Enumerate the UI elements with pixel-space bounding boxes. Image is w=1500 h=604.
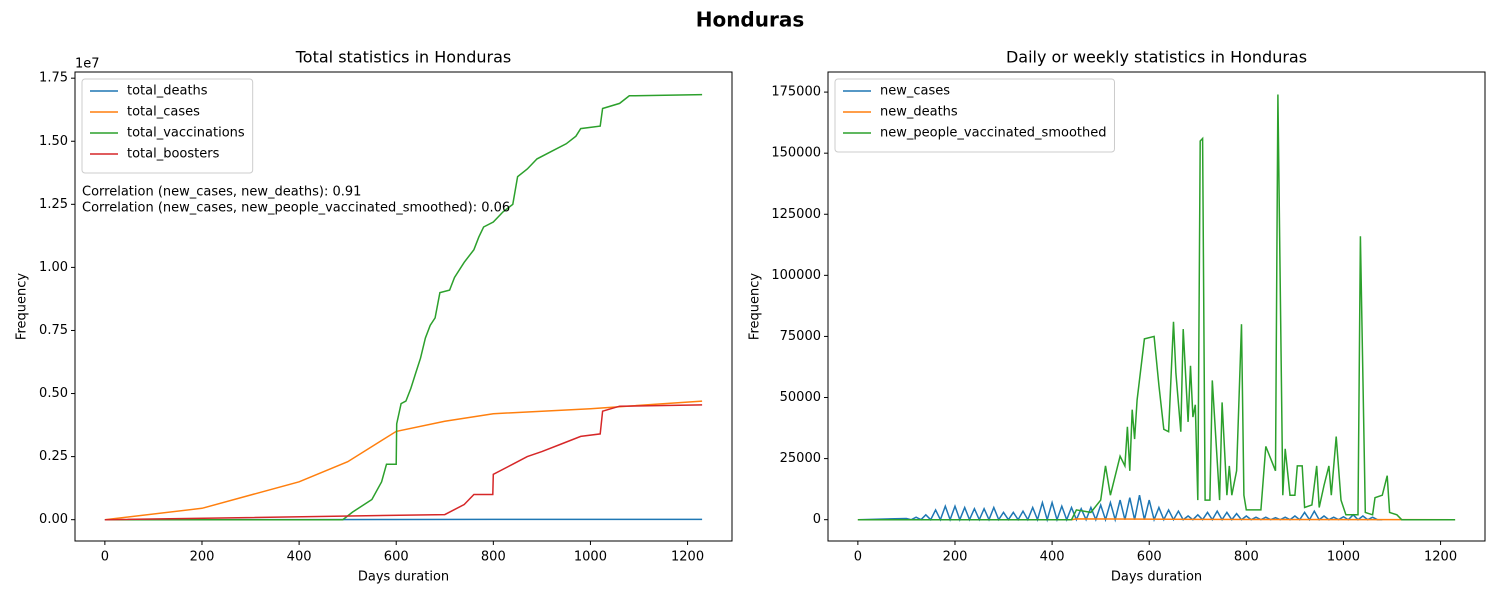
y-tick-label: 75000 (780, 329, 821, 344)
y-tick-label: 25000 (780, 451, 821, 466)
legend-label: new_people_vaccinated_smoothed (880, 126, 1106, 141)
x-axis-label: Days duration (358, 570, 449, 585)
y-tick-label: 1.75 (39, 71, 68, 86)
x-tick-label: 200 (943, 550, 968, 565)
y-axis-label: Frequency (748, 273, 763, 340)
legend-box (835, 79, 1114, 152)
series-line (105, 401, 702, 520)
y-tick-label: 0.75 (39, 323, 68, 338)
x-tick-label: 800 (1234, 550, 1259, 565)
x-tick-label: 200 (190, 550, 215, 565)
x-tick-label: 600 (384, 550, 409, 565)
legend-label: new_cases (880, 84, 950, 99)
x-tick-label: 0 (101, 550, 109, 565)
y-tick-label: 0 (813, 512, 821, 527)
legend-label: new_deaths (880, 105, 958, 120)
legend-label: total_deaths (127, 84, 208, 99)
x-tick-label: 1200 (671, 550, 704, 565)
x-tick-label: 1200 (1424, 550, 1457, 565)
legend-label: total_cases (127, 105, 200, 120)
x-tick-label: 400 (1040, 550, 1065, 565)
annotation: Correlation (new_cases, new_people_vacci… (82, 201, 510, 216)
x-tick-label: 400 (287, 550, 312, 565)
y-tick-label: 1.25 (39, 197, 68, 212)
x-tick-label: 800 (481, 550, 506, 565)
x-axis-label: Days duration (1111, 570, 1202, 585)
series-line (105, 405, 702, 520)
y-axis-label: Frequency (15, 273, 30, 340)
y-tick-label: 1.50 (39, 134, 68, 149)
y-offset-label: 1e7 (75, 57, 100, 72)
y-tick-label: 0.00 (39, 512, 68, 527)
x-tick-label: 600 (1137, 550, 1162, 565)
y-tick-label: 125000 (771, 207, 821, 222)
x-tick-label: 0 (854, 550, 862, 565)
series-line (858, 95, 1455, 520)
legend: new_cases new_deaths new_people_vaccinated… (835, 79, 1114, 152)
legend: total_deaths total_cases total_vaccination… (82, 79, 253, 173)
legend-label: total_boosters (127, 147, 220, 162)
y-tick-label: 0.50 (39, 386, 68, 401)
y-tick-label: 0.25 (39, 449, 68, 464)
x-tick-label: 1000 (1327, 550, 1360, 565)
y-tick-label: 150000 (771, 146, 821, 161)
annotation: Correlation (new_cases, new_deaths): 0.9… (82, 185, 361, 200)
y-tick-label: 50000 (780, 390, 821, 405)
figure-title: Honduras (696, 8, 805, 32)
y-tick-label: 1.00 (39, 260, 68, 275)
axes-title: Daily or weekly statistics in Honduras (1006, 48, 1307, 67)
legend-label: total_vaccinations (127, 126, 245, 141)
x-tick-label: 1000 (574, 550, 607, 565)
y-tick-label: 100000 (771, 268, 821, 283)
axes-title: Total statistics in Honduras (295, 48, 512, 67)
y-tick-label: 175000 (771, 85, 821, 100)
